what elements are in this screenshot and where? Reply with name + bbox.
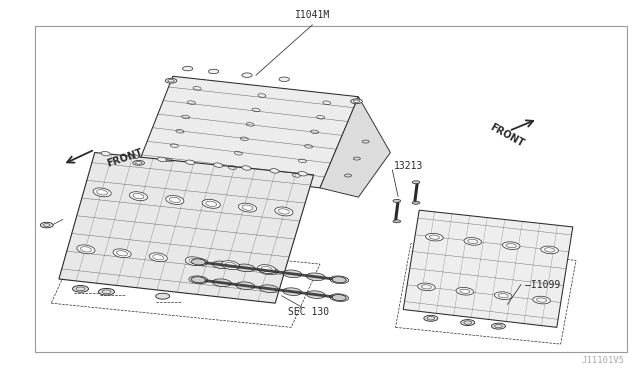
- Ellipse shape: [258, 264, 276, 273]
- Ellipse shape: [502, 242, 520, 250]
- Ellipse shape: [236, 264, 255, 272]
- Ellipse shape: [424, 315, 438, 321]
- Ellipse shape: [456, 288, 474, 295]
- Ellipse shape: [283, 270, 301, 278]
- Polygon shape: [403, 210, 573, 327]
- Ellipse shape: [332, 295, 346, 301]
- Ellipse shape: [221, 261, 239, 270]
- Ellipse shape: [279, 77, 289, 81]
- Ellipse shape: [283, 288, 301, 295]
- Ellipse shape: [298, 171, 307, 176]
- Ellipse shape: [412, 181, 420, 184]
- Ellipse shape: [72, 286, 88, 292]
- Text: FRONT: FRONT: [106, 147, 144, 169]
- Text: —I1099: —I1099: [525, 280, 560, 289]
- Ellipse shape: [259, 267, 278, 275]
- Ellipse shape: [157, 157, 166, 161]
- Ellipse shape: [270, 169, 279, 173]
- Ellipse shape: [166, 196, 184, 205]
- Text: J11101V5: J11101V5: [581, 356, 624, 365]
- Polygon shape: [320, 97, 390, 197]
- Ellipse shape: [417, 283, 435, 291]
- Ellipse shape: [464, 238, 482, 245]
- Ellipse shape: [214, 163, 223, 167]
- Ellipse shape: [156, 293, 170, 299]
- Ellipse shape: [307, 273, 325, 280]
- Ellipse shape: [189, 258, 208, 266]
- Ellipse shape: [351, 99, 362, 104]
- Text: SEC 130: SEC 130: [288, 307, 329, 317]
- Ellipse shape: [239, 203, 257, 212]
- Ellipse shape: [212, 261, 231, 269]
- Ellipse shape: [332, 277, 346, 283]
- Ellipse shape: [492, 323, 506, 329]
- Ellipse shape: [93, 188, 111, 197]
- Ellipse shape: [541, 246, 559, 254]
- Ellipse shape: [275, 207, 293, 216]
- Ellipse shape: [149, 253, 167, 262]
- Ellipse shape: [532, 296, 550, 304]
- Ellipse shape: [133, 160, 145, 165]
- Ellipse shape: [191, 259, 205, 265]
- Ellipse shape: [101, 151, 110, 156]
- Ellipse shape: [259, 285, 278, 292]
- Bar: [35, 26, 627, 352]
- Ellipse shape: [242, 73, 252, 77]
- Ellipse shape: [202, 199, 220, 208]
- Ellipse shape: [99, 288, 115, 295]
- Ellipse shape: [242, 166, 251, 170]
- Ellipse shape: [186, 160, 195, 164]
- Ellipse shape: [393, 220, 401, 223]
- Ellipse shape: [77, 245, 95, 254]
- Text: 13213: 13213: [394, 161, 423, 170]
- Polygon shape: [138, 76, 358, 188]
- Ellipse shape: [426, 233, 444, 241]
- Ellipse shape: [189, 276, 208, 283]
- Text: I1041M: I1041M: [294, 10, 330, 20]
- Ellipse shape: [330, 276, 349, 283]
- Ellipse shape: [40, 222, 53, 228]
- Ellipse shape: [129, 192, 148, 201]
- Ellipse shape: [307, 291, 325, 298]
- Ellipse shape: [129, 154, 138, 159]
- Ellipse shape: [113, 249, 131, 258]
- Ellipse shape: [186, 257, 204, 266]
- Ellipse shape: [209, 69, 219, 74]
- Ellipse shape: [494, 292, 512, 299]
- Ellipse shape: [236, 282, 255, 289]
- Polygon shape: [59, 153, 314, 303]
- Ellipse shape: [393, 199, 401, 202]
- Ellipse shape: [412, 201, 420, 204]
- Ellipse shape: [461, 320, 475, 326]
- Ellipse shape: [182, 66, 193, 71]
- Ellipse shape: [212, 279, 231, 286]
- Ellipse shape: [165, 78, 177, 83]
- Ellipse shape: [191, 277, 205, 283]
- Ellipse shape: [330, 294, 349, 301]
- Text: FRONT: FRONT: [488, 122, 525, 149]
